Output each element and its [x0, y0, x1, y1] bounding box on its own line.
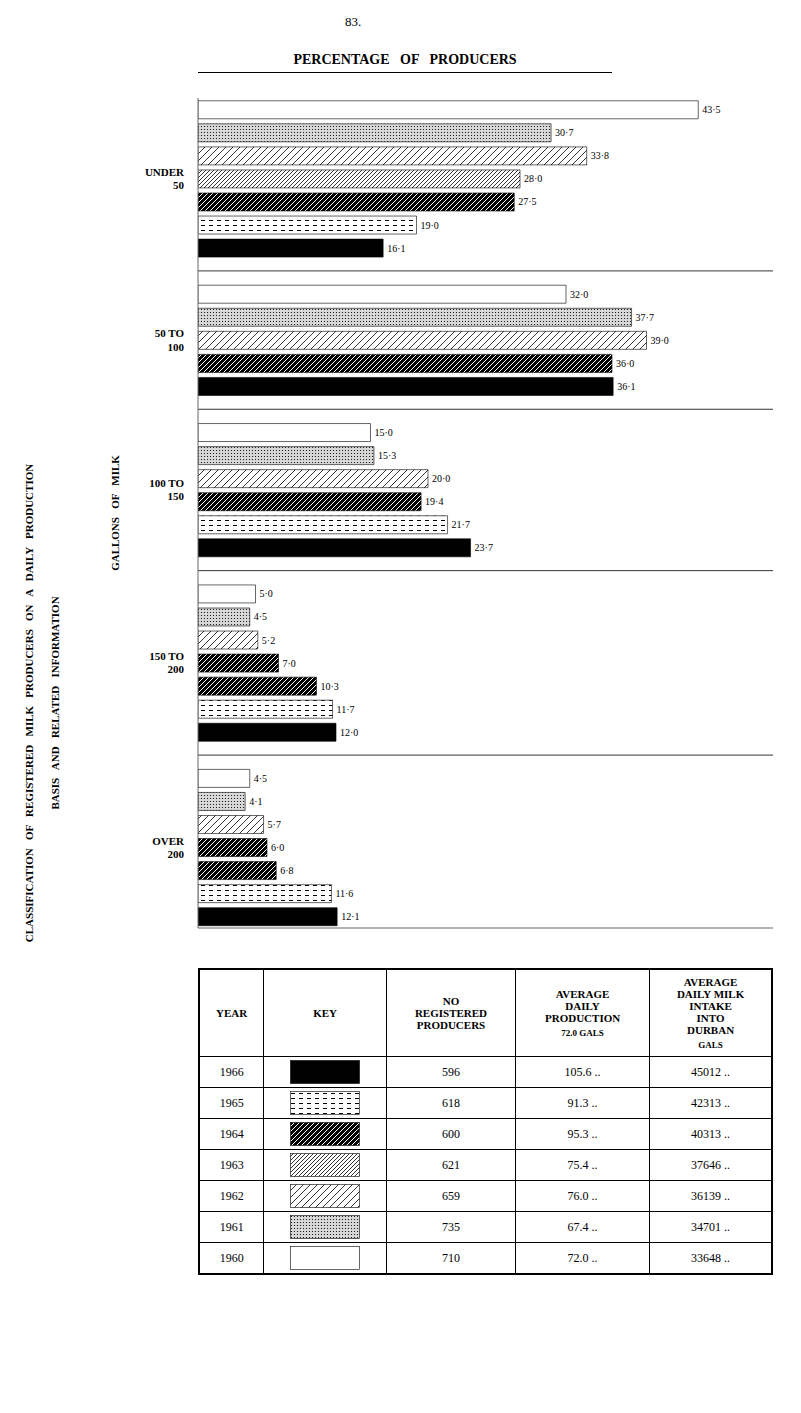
html-text:DURBAN: DURBAN: [687, 1024, 735, 1036]
html-text:PRODUCERS: PRODUCERS: [416, 1019, 486, 1031]
html-text:YEAR: YEAR: [216, 1007, 248, 1019]
html-text:659: 659: [442, 1188, 460, 1203]
html-text:735: 735: [442, 1219, 460, 1234]
svg-text:15·0: 15·0: [375, 427, 393, 438]
html-text:1963: 1963: [219, 1157, 244, 1172]
html-text:REGISTERED: REGISTERED: [414, 1007, 487, 1019]
html-text:45012 ..: 45012 ..: [691, 1064, 730, 1079]
html-text:DAILY: DAILY: [565, 1000, 600, 1012]
html-text:1965: 1965: [219, 1095, 244, 1110]
svg-text:10·3: 10·3: [320, 681, 338, 692]
html-text:710: 710: [442, 1250, 460, 1265]
html-text:105.6 ..: 105.6 ..: [564, 1064, 601, 1079]
svg-text:4·5: 4·5: [254, 611, 267, 622]
svg-text:OVER200: OVER200: [152, 835, 185, 860]
svg-text:43·5: 43·5: [702, 104, 720, 115]
html-text:AVERAGE: AVERAGE: [555, 988, 610, 1000]
svg-text:16·1: 16·1: [387, 243, 405, 254]
svg-text:37·7: 37·7: [636, 312, 654, 323]
html-text:PERCENTAGE OF PRODUCERS: PERCENTAGE OF PRODUCERS: [293, 52, 517, 67]
html-text:72.0 ..: 72.0 ..: [567, 1250, 598, 1265]
html-text:596: 596: [442, 1064, 460, 1079]
html-text:95.3 ..: 95.3 ..: [567, 1126, 598, 1141]
svg-text:150 TO200: 150 TO200: [149, 650, 184, 675]
svg-text:28·0: 28·0: [524, 173, 542, 184]
html-text:NO: NO: [442, 995, 460, 1007]
svg-text:12·1: 12·1: [341, 911, 359, 922]
svg-text:CLASSIFICATION OF REGISTER: CLASSIFICATION OF REGISTERED MILK PRODUC…: [23, 464, 35, 942]
html-text:34701 ..: 34701 ..: [691, 1219, 730, 1234]
svg-text:20·0: 20·0: [432, 473, 450, 484]
html-text:1960: 1960: [219, 1250, 244, 1265]
svg-text:23·7: 23·7: [475, 542, 493, 553]
svg-text:36·0: 36·0: [616, 358, 634, 369]
svg-text:5·0: 5·0: [260, 588, 273, 599]
svg-text:UNDER50: UNDER50: [145, 166, 185, 191]
svg-text:GALLONS OF MILK: GALLONS OF MILK: [109, 455, 121, 571]
html-text:1962: 1962: [219, 1188, 244, 1203]
html-text:1964: 1964: [219, 1126, 244, 1141]
html-text:INTO: INTO: [696, 1012, 725, 1024]
svg-text:11·7: 11·7: [337, 704, 355, 715]
html-text:1966: 1966: [219, 1064, 244, 1079]
html-text:DAILY MILK: DAILY MILK: [676, 988, 745, 1000]
html-text:40313 ..: 40313 ..: [691, 1126, 730, 1141]
svg-text:12·0: 12·0: [340, 727, 358, 738]
svg-text:6·0: 6·0: [271, 842, 284, 853]
html-text:72.0 GALS: 72.0 GALS: [561, 1028, 604, 1038]
svg-text:50 TO100: 50 TO100: [155, 327, 185, 352]
svg-text:7·0: 7·0: [283, 658, 296, 669]
html-text:1961: 1961: [219, 1219, 244, 1234]
svg-text:5·7: 5·7: [268, 819, 281, 830]
svg-text:11·6: 11·6: [335, 888, 353, 899]
svg-text:32·0: 32·0: [570, 289, 588, 300]
html-text:36139 ..: 36139 ..: [691, 1188, 730, 1203]
svg-text:4·1: 4·1: [249, 796, 262, 807]
svg-text:39·0: 39·0: [651, 335, 669, 346]
svg-text:33·8: 33·8: [591, 150, 609, 161]
html-text:83.: 83.: [344, 14, 362, 29]
html-text:AVERAGE: AVERAGE: [683, 976, 738, 988]
svg-text:4·5: 4·5: [254, 773, 267, 784]
svg-text:5·2: 5·2: [262, 635, 275, 646]
html-text:37646 ..: 37646 ..: [691, 1157, 730, 1172]
html-text:GALS: GALS: [698, 1040, 723, 1050]
html-text:33648 ..: 33648 ..: [691, 1250, 730, 1265]
html-text:67.4 ..: 67.4 ..: [567, 1219, 598, 1234]
html-text:91.3 ..: 91.3 ..: [567, 1095, 598, 1110]
html-text:618: 618: [442, 1095, 460, 1110]
svg-text:27·5: 27·5: [518, 196, 536, 207]
html-text:INTAKE: INTAKE: [689, 1000, 732, 1012]
html-text:KEY: KEY: [313, 1007, 337, 1019]
svg-text:19·4: 19·4: [425, 496, 443, 507]
html-text:76.0 ..: 76.0 ..: [567, 1188, 598, 1203]
svg-text:100 TO150: 100 TO150: [149, 477, 184, 502]
html-text:42313 ..: 42313 ..: [691, 1095, 730, 1110]
svg-text:BASIS AND RELATED INFORM: BASIS AND RELATED INFORMATION: [49, 596, 61, 809]
html-text:621: 621: [442, 1157, 460, 1172]
svg-text:19·0: 19·0: [421, 220, 439, 231]
html-text:600: 600: [442, 1126, 460, 1141]
svg-text:36·1: 36·1: [617, 381, 635, 392]
svg-text:15·3: 15·3: [378, 450, 396, 461]
svg-text:6·8: 6·8: [280, 865, 293, 876]
svg-text:21·7: 21·7: [452, 519, 470, 530]
html-text:PRODUCTION: PRODUCTION: [545, 1012, 621, 1024]
svg-text:30·7: 30·7: [555, 127, 573, 138]
html-text:75.4 ..: 75.4 ..: [567, 1157, 598, 1172]
